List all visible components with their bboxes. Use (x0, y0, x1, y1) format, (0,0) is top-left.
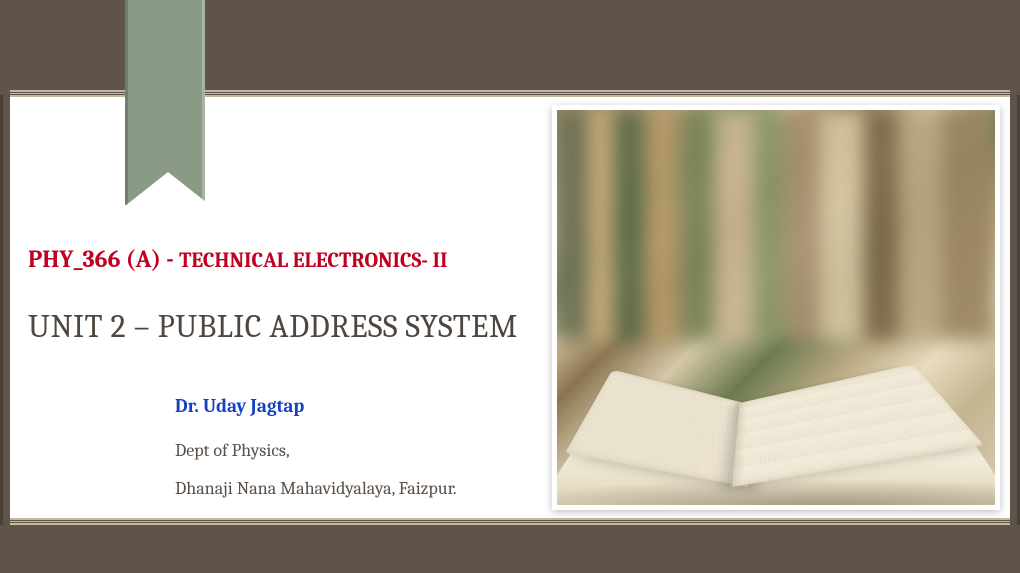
bottom-band (0, 525, 1020, 573)
bookshelf-blur (557, 110, 995, 340)
bookmark-ribbon (125, 0, 205, 205)
bottom-rule-lines (10, 518, 1010, 525)
book-photo (552, 105, 1000, 510)
course-code-line: PHY_366 (A) - TECHNICAL ELECTRONICS- II (28, 245, 448, 273)
department: Dept of Physics, (175, 440, 290, 461)
course-title: TECHNICAL ELECTRONICS- II (179, 249, 448, 273)
college: Dhanaji Nana Mahavidyalaya, Faizpur. (175, 478, 457, 499)
course-code: PHY_366 (A) - (28, 245, 179, 273)
unit-title: UNIT 2 – PUBLIC ADDRESS SYSTEM (28, 308, 518, 345)
book-left-page (565, 370, 748, 487)
author-name: Dr. Uday Jagtap (175, 395, 304, 417)
